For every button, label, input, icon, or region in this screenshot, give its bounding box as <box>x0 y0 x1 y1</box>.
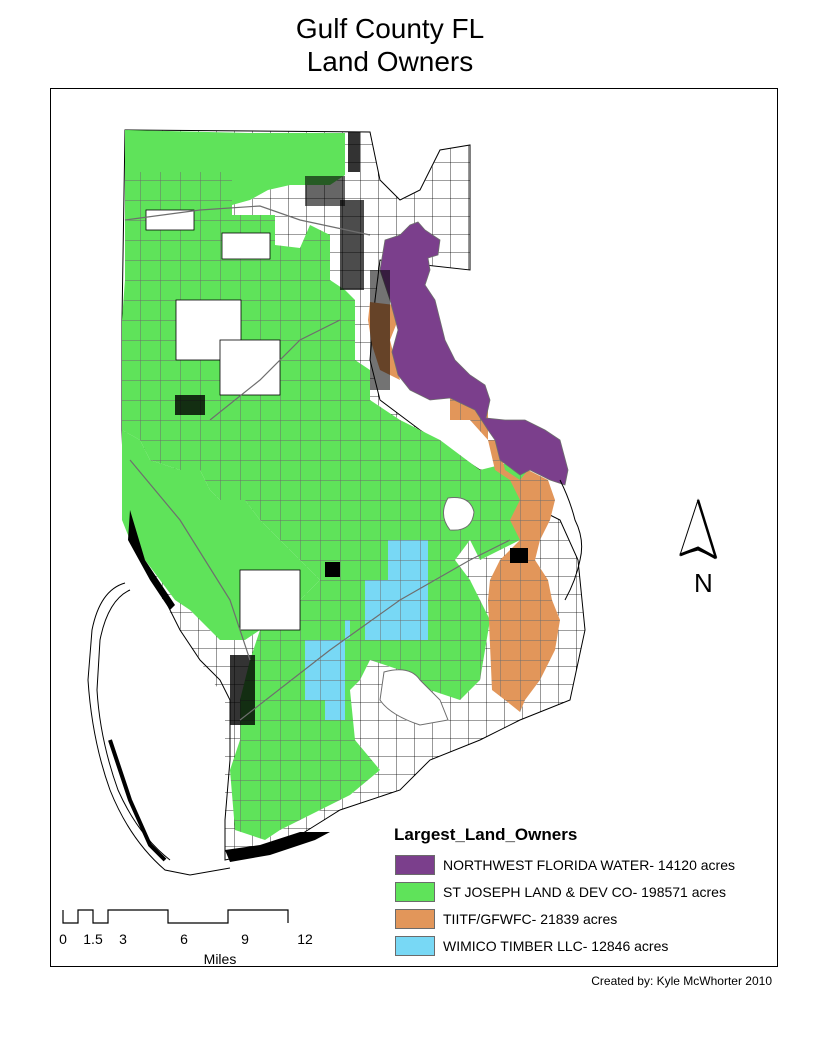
scale-tick-label: 9 <box>241 931 249 947</box>
legend-swatch <box>395 854 435 875</box>
scale-tick-label: 1.5 <box>83 931 103 947</box>
north-arrow-icon <box>679 498 718 560</box>
wimico-timber-parcels <box>305 540 428 720</box>
st-joseph-peninsula <box>87 582 231 876</box>
scale-tick-label: 6 <box>180 931 188 947</box>
legend-swatch <box>395 908 435 929</box>
scale-bar-graphic <box>62 909 289 924</box>
legend-item-wimico-timber: WIMICO TIMBER LLC- 12846 acres <box>388 932 768 959</box>
legend-item-st-joseph-land: ST JOSEPH LAND & DEV CO- 198571 acres <box>388 878 768 905</box>
scale-bar: 0 1.5 3 6 9 12 Miles <box>55 905 325 967</box>
map-frame <box>50 88 778 967</box>
st-joseph-land-parcels <box>122 130 540 840</box>
legend-label: WIMICO TIMBER LLC- 12846 acres <box>443 937 669 954</box>
legend-label: NORTHWEST FLORIDA WATER- 14120 acres <box>443 856 735 873</box>
legend: Largest_Land_Owners NORTHWEST FLORIDA WA… <box>388 825 768 959</box>
urban-parcel-clusters <box>128 132 528 862</box>
legend-label: TIITF/GFWFC- 21839 acres <box>443 910 618 927</box>
legend-item-tiitf-gfwfc: TIITF/GFWFC- 21839 acres <box>388 905 768 932</box>
map-title: Gulf County FL Land Owners <box>0 12 780 78</box>
scale-tick-label: 0 <box>59 931 67 947</box>
north-label: N <box>694 568 713 598</box>
scale-tick-label: 12 <box>297 931 313 947</box>
roads <box>124 205 511 721</box>
scale-tick-label: 3 <box>119 931 127 947</box>
legend-swatch <box>395 935 435 956</box>
legend-swatch <box>395 881 435 902</box>
legend-title: Largest_Land_Owners <box>394 825 578 844</box>
apalachicola-river-outline <box>559 479 583 601</box>
map-title-line-2: Land Owners <box>306 46 474 77</box>
map-title-line-1: Gulf County FL <box>295 13 485 44</box>
northwest-florida-water-parcels <box>379 221 569 486</box>
legend-label: ST JOSEPH LAND & DEV CO- 198571 acres <box>443 883 726 900</box>
scale-units: Miles <box>203 951 237 967</box>
legend-item-northwest-florida-water: NORTHWEST FLORIDA WATER- 14120 acres <box>388 851 768 878</box>
author-credit: Created by: Kyle McWhorter 2010 <box>591 974 772 988</box>
